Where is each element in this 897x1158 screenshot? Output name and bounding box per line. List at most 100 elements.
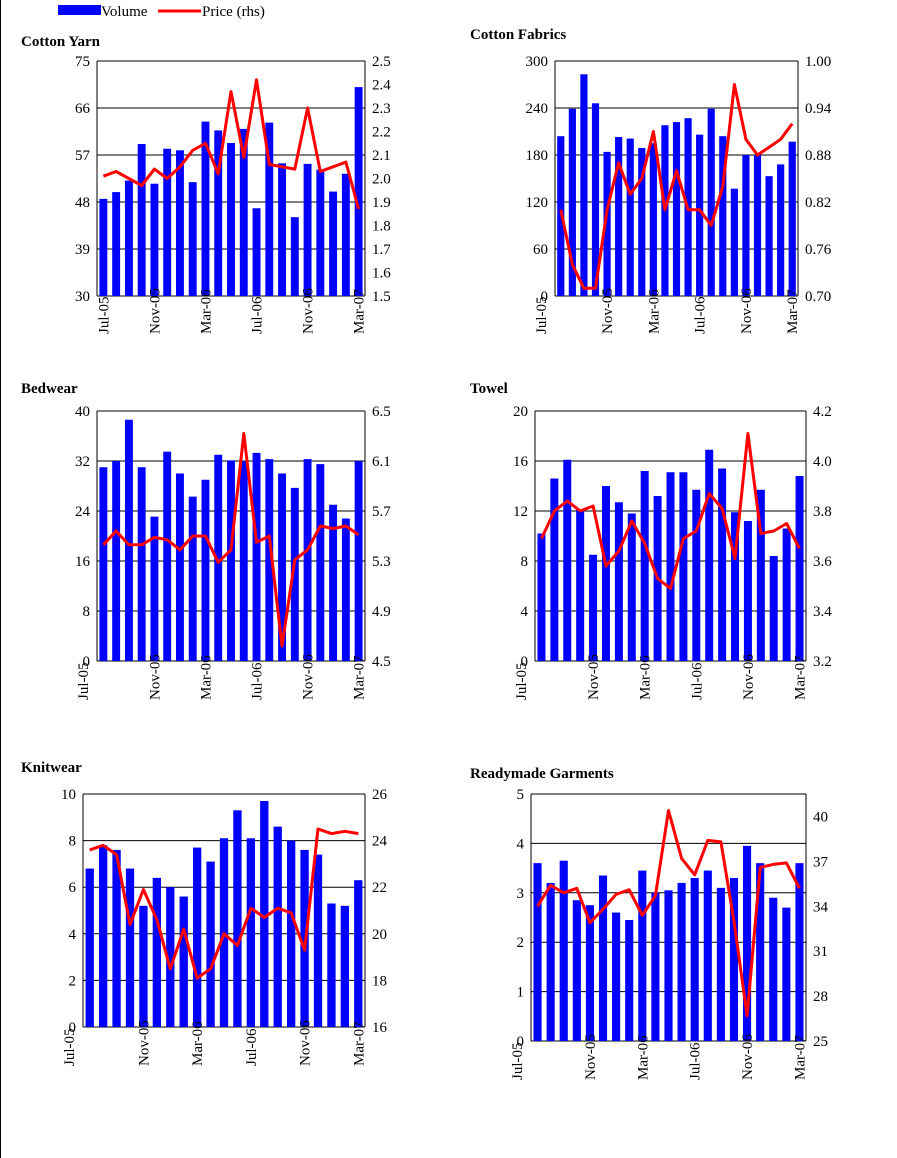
volume-bar (166, 887, 175, 1027)
volume-bar (85, 868, 94, 1027)
volume-bar (227, 142, 235, 296)
volume-bar (589, 554, 598, 661)
volume-bar (354, 87, 363, 296)
chart-1: Cotton Yarn 30 39 48 57 66 75 1.5 1.6 1.7 1.8 1.9 2.… (21, 34, 391, 334)
volume-bar (672, 122, 681, 296)
y-tick-label: 2 (69, 973, 77, 989)
y-tick-label: 66 (75, 101, 91, 117)
volume-bar (227, 460, 235, 661)
volume-bar (179, 896, 188, 1027)
volume-bar (537, 533, 546, 661)
y-tick-label: 75 (75, 54, 90, 70)
volume-bar (649, 143, 657, 296)
volume-bar (666, 472, 675, 661)
volume-bar (265, 122, 274, 296)
volume-bar (696, 134, 704, 296)
y2-tick-label: 0.70 (805, 289, 831, 305)
volume-bar (719, 136, 727, 296)
volume-bar (303, 459, 312, 661)
x-tick-label: Mar-06 (635, 1035, 651, 1080)
chart-title: Cotton Yarn (21, 34, 101, 50)
volume-bar (795, 476, 804, 661)
y-tick-label: 40 (75, 404, 90, 420)
volume-bar (742, 155, 750, 296)
x-tick-label: Jul-05 (76, 663, 92, 701)
y2-tick-label: 5.7 (372, 504, 391, 520)
chart-title: Towel (470, 381, 508, 397)
legend: Volume Price (rhs) (58, 4, 265, 20)
volume-bar (152, 877, 162, 1027)
x-tick-label: Jul-05 (96, 297, 112, 335)
x-tick-label: Nov-06 (741, 654, 757, 700)
y2-tick-label: 31 (813, 944, 828, 960)
volume-bar (533, 863, 542, 1041)
y-tick-label: 20 (513, 404, 528, 420)
volume-bar (777, 164, 785, 296)
y2-tick-label: 25 (813, 1034, 828, 1050)
volume-bar (743, 845, 752, 1041)
x-tick-label: Jul-05 (534, 297, 550, 335)
y-tick-label: 0 (69, 1020, 77, 1036)
y2-tick-label: 4.5 (372, 654, 391, 670)
y-tick-label: 12 (513, 504, 528, 520)
legend-price-label: Price (rhs) (202, 4, 265, 20)
chart-3: Bedwear 0 8 16 24 32 40 4.5 4.9 5.3 5.7 6.1 6.5 Jul-0… (21, 381, 391, 700)
y-tick-label: 57 (75, 148, 91, 164)
volume-bar (546, 882, 555, 1041)
volume-bar (139, 905, 148, 1027)
volume-bar (718, 468, 727, 661)
volume-bar (278, 163, 287, 296)
y-tick-label: 0 (517, 1034, 525, 1050)
volume-bar (201, 121, 210, 296)
volume-bar (112, 192, 121, 296)
volume-bar (99, 467, 108, 661)
volume-bar (795, 863, 804, 1041)
x-tick-label: Mar-06 (199, 289, 215, 334)
volume-bar (703, 870, 712, 1041)
y2-tick-label: 2.4 (372, 78, 391, 94)
volume-bar (591, 103, 600, 296)
volume-bar (729, 877, 739, 1041)
y2-tick-label: 0.76 (805, 242, 832, 258)
chart-4: Towel 0 4 8 12 16 20 3.2 3.4 3.6 3.8 4.0 4.2 Jul-05 No… (470, 381, 832, 700)
y2-tick-label: 26 (372, 787, 388, 803)
y2-tick-label: 1.6 (372, 266, 391, 282)
price-line (536, 809, 801, 1018)
volume-bar (756, 863, 765, 1041)
y-tick-label: 4 (517, 836, 525, 852)
volume-bar (769, 556, 778, 661)
x-tick-label: Nov-05 (586, 654, 602, 700)
y-tick-label: 4 (69, 927, 77, 943)
volume-bar (340, 905, 350, 1027)
x-tick-label: Jul-06 (693, 296, 709, 334)
volume-bar (626, 138, 634, 296)
volume-bar (99, 198, 108, 296)
volume-bar (580, 74, 588, 296)
y-tick-label: 10 (61, 787, 76, 803)
volume-bar (625, 919, 634, 1041)
y2-tick-label: 6.1 (372, 454, 391, 470)
volume-bar (615, 136, 623, 296)
x-tick-label: Nov-06 (740, 1034, 756, 1080)
legend-volume-swatch (58, 5, 101, 15)
legend-volume-label: Volume (101, 4, 148, 20)
y2-tick-label: 2.2 (372, 125, 391, 141)
volume-bar (707, 108, 715, 297)
x-tick-label: Nov-05 (136, 1020, 152, 1066)
y-tick-label: 0 (541, 289, 549, 305)
y2-tick-label: 3.4 (813, 604, 832, 620)
volume-bar (98, 845, 108, 1027)
x-tick-label: Mar-07 (351, 1021, 367, 1066)
y2-tick-label: 3.8 (813, 504, 832, 520)
volume-bar (765, 176, 773, 296)
y-tick-label: 180 (526, 148, 549, 164)
volume-bar (782, 528, 791, 661)
x-tick-label: Jul-05 (62, 1029, 78, 1067)
volume-bar (550, 478, 559, 661)
volume-bar (705, 449, 714, 661)
volume-bar (603, 151, 611, 296)
volume-bar (316, 169, 325, 296)
volume-bar (638, 870, 647, 1041)
